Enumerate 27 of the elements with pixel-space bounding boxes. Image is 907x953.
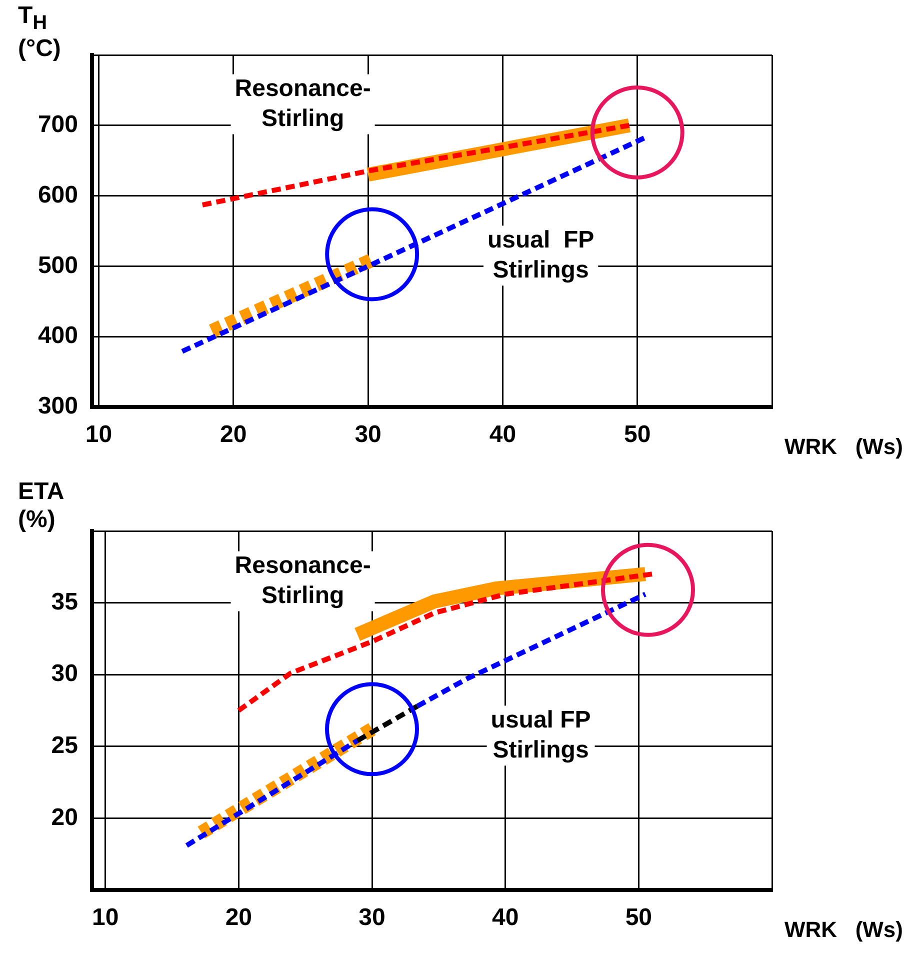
x-tick-label: 40: [489, 421, 516, 448]
y-tick-label: 400: [38, 322, 78, 350]
y-tick-label: 500: [38, 252, 78, 279]
y-axis-title: ETA (%): [18, 478, 64, 534]
y-tick-label: 25: [51, 732, 78, 760]
annotation: Resonance- Stirling: [234, 74, 371, 132]
y-tick-label: 20: [51, 804, 78, 831]
annotation: usual FP Stirlings: [490, 706, 591, 764]
y-tick-label: 35: [51, 588, 78, 616]
y-axis-title: T$_{H}$ (°C): [18, 2, 61, 62]
x-tick-label: 20: [220, 421, 247, 448]
x-tick-label: 50: [624, 421, 651, 448]
y-tick-label: 300: [38, 392, 78, 420]
x-axis-title: WRK (Ws): [784, 916, 903, 944]
x-tick-label: 40: [492, 904, 519, 932]
x-tick-label: 30: [358, 904, 386, 932]
annotation: usual FP Stirlings: [487, 226, 594, 284]
y-tick-label: 600: [38, 181, 78, 208]
y-tick-label: 700: [38, 111, 78, 138]
x-tick-label: 50: [625, 904, 652, 932]
x-tick-label: 20: [225, 904, 252, 932]
annotation: Resonance- Stirling: [234, 552, 371, 609]
y-tick-label: 30: [51, 660, 78, 688]
x-tick-label: 10: [85, 421, 112, 448]
x-axis-title: WRK (Ws): [784, 433, 903, 460]
x-tick-label: 10: [92, 904, 119, 932]
x-tick-label: 30: [354, 421, 382, 448]
